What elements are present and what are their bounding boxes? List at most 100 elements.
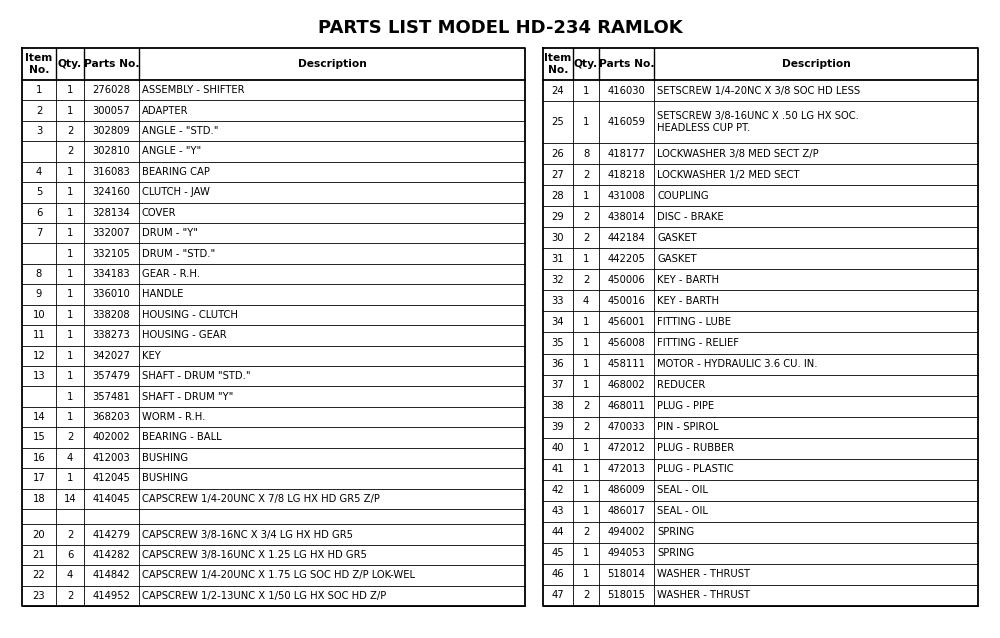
Text: 1: 1 — [583, 464, 589, 474]
Text: 1: 1 — [583, 359, 589, 369]
Text: 336010: 336010 — [93, 290, 130, 299]
Text: WASHER - THRUST: WASHER - THRUST — [657, 570, 750, 579]
Text: 27: 27 — [552, 170, 564, 180]
Text: 418218: 418218 — [608, 170, 645, 180]
Text: 1: 1 — [67, 351, 73, 360]
Text: SEAL - OIL: SEAL - OIL — [657, 486, 708, 495]
Text: 1: 1 — [67, 290, 73, 299]
Text: 414842: 414842 — [93, 570, 130, 581]
Text: WASHER - THRUST: WASHER - THRUST — [657, 591, 750, 600]
Text: 316083: 316083 — [93, 167, 130, 177]
Text: 1: 1 — [67, 167, 73, 177]
Text: SETSCREW 1/4-20NC X 3/8 SOC HD LESS: SETSCREW 1/4-20NC X 3/8 SOC HD LESS — [657, 85, 860, 96]
Text: 43: 43 — [552, 507, 564, 516]
Text: 4: 4 — [67, 570, 73, 581]
Text: CLUTCH - JAW: CLUTCH - JAW — [142, 188, 210, 197]
Text: 2: 2 — [67, 147, 73, 156]
Text: PLUG - PIPE: PLUG - PIPE — [657, 401, 714, 411]
Text: 18: 18 — [33, 494, 45, 504]
Text: 2: 2 — [583, 212, 589, 222]
Text: 1: 1 — [583, 380, 589, 390]
Text: 468002: 468002 — [608, 380, 645, 390]
Text: 458111: 458111 — [608, 359, 646, 369]
Text: 20: 20 — [33, 530, 45, 540]
Text: ADAPTER: ADAPTER — [142, 106, 188, 115]
Text: 494053: 494053 — [608, 549, 645, 558]
Text: 431008: 431008 — [608, 191, 645, 201]
Text: 4: 4 — [583, 296, 589, 306]
Text: KEY - BARTH: KEY - BARTH — [657, 296, 719, 306]
Text: CAPSCREW 3/8-16NC X 3/4 LG HX HD GR5: CAPSCREW 3/8-16NC X 3/4 LG HX HD GR5 — [142, 530, 353, 540]
Text: 1: 1 — [583, 117, 589, 127]
Text: 472012: 472012 — [608, 443, 646, 453]
Text: 1: 1 — [67, 412, 73, 422]
Text: KEY: KEY — [142, 351, 161, 360]
Text: 10: 10 — [33, 310, 45, 320]
Text: 1: 1 — [67, 392, 73, 402]
Text: 1: 1 — [67, 249, 73, 258]
Text: ASSEMBLY - SHIFTER: ASSEMBLY - SHIFTER — [142, 85, 244, 95]
Text: HOUSING - CLUTCH: HOUSING - CLUTCH — [142, 310, 238, 320]
Text: 6: 6 — [36, 208, 42, 218]
Text: 26: 26 — [552, 149, 564, 159]
Text: LOCKWASHER 1/2 MED SECT: LOCKWASHER 1/2 MED SECT — [657, 170, 800, 180]
Text: 1: 1 — [67, 269, 73, 279]
Text: 342027: 342027 — [93, 351, 130, 360]
Text: 414045: 414045 — [93, 494, 130, 504]
Text: 328134: 328134 — [93, 208, 130, 218]
Text: 13: 13 — [33, 371, 45, 381]
Text: 30: 30 — [552, 233, 564, 243]
Text: 412045: 412045 — [93, 473, 130, 484]
Text: 456008: 456008 — [608, 338, 645, 348]
Text: 2: 2 — [583, 401, 589, 411]
Text: 450006: 450006 — [608, 275, 645, 285]
Text: LOCKWASHER 3/8 MED SECT Z/P: LOCKWASHER 3/8 MED SECT Z/P — [657, 149, 819, 159]
Text: Parts No.: Parts No. — [84, 59, 139, 69]
Text: ANGLE - "Y": ANGLE - "Y" — [142, 147, 201, 156]
Text: Item
No.: Item No. — [544, 53, 572, 75]
Text: 1: 1 — [36, 85, 42, 95]
Text: 17: 17 — [33, 473, 45, 484]
Text: 44: 44 — [552, 528, 564, 537]
Text: 414952: 414952 — [92, 591, 130, 601]
Text: 2: 2 — [67, 591, 73, 601]
Text: SEAL - OIL: SEAL - OIL — [657, 507, 708, 516]
Text: 324160: 324160 — [93, 188, 130, 197]
Text: GASKET: GASKET — [657, 233, 697, 243]
Text: 494002: 494002 — [608, 528, 645, 537]
Text: SPRING: SPRING — [657, 528, 694, 537]
Text: 470033: 470033 — [608, 422, 645, 432]
Text: DRUM - "Y": DRUM - "Y" — [142, 228, 198, 238]
Text: 414279: 414279 — [92, 530, 130, 540]
Text: 45: 45 — [552, 549, 564, 558]
Text: 442205: 442205 — [608, 254, 645, 264]
Text: 2: 2 — [583, 170, 589, 180]
Text: PLUG - RUBBER: PLUG - RUBBER — [657, 443, 734, 453]
Text: SHAFT - DRUM "Y": SHAFT - DRUM "Y" — [142, 392, 233, 402]
Text: 334183: 334183 — [93, 269, 130, 279]
Text: 1: 1 — [67, 310, 73, 320]
Text: DRUM - "STD.": DRUM - "STD." — [142, 249, 215, 258]
Text: 2: 2 — [583, 422, 589, 432]
Text: DISC - BRAKE: DISC - BRAKE — [657, 212, 724, 222]
Text: 40: 40 — [552, 443, 564, 453]
Text: 23: 23 — [33, 591, 45, 601]
Text: 456001: 456001 — [608, 317, 645, 327]
Text: SHAFT - DRUM "STD.": SHAFT - DRUM "STD." — [142, 371, 251, 381]
Text: 412003: 412003 — [93, 453, 130, 463]
Text: 1: 1 — [583, 443, 589, 453]
Text: MOTOR - HYDRAULIC 3.6 CU. IN.: MOTOR - HYDRAULIC 3.6 CU. IN. — [657, 359, 818, 369]
Text: ANGLE - "STD.": ANGLE - "STD." — [142, 126, 218, 136]
Text: 7: 7 — [36, 228, 42, 238]
Text: BUSHING: BUSHING — [142, 453, 188, 463]
Text: 300057: 300057 — [93, 106, 130, 115]
Text: 8: 8 — [36, 269, 42, 279]
Text: 402002: 402002 — [93, 433, 130, 443]
Text: COUPLING: COUPLING — [657, 191, 709, 201]
Text: 5: 5 — [36, 188, 42, 197]
Text: 438014: 438014 — [608, 212, 645, 222]
Text: 4: 4 — [36, 167, 42, 177]
Text: 16: 16 — [33, 453, 45, 463]
Text: 12: 12 — [33, 351, 45, 360]
Text: 2: 2 — [583, 275, 589, 285]
